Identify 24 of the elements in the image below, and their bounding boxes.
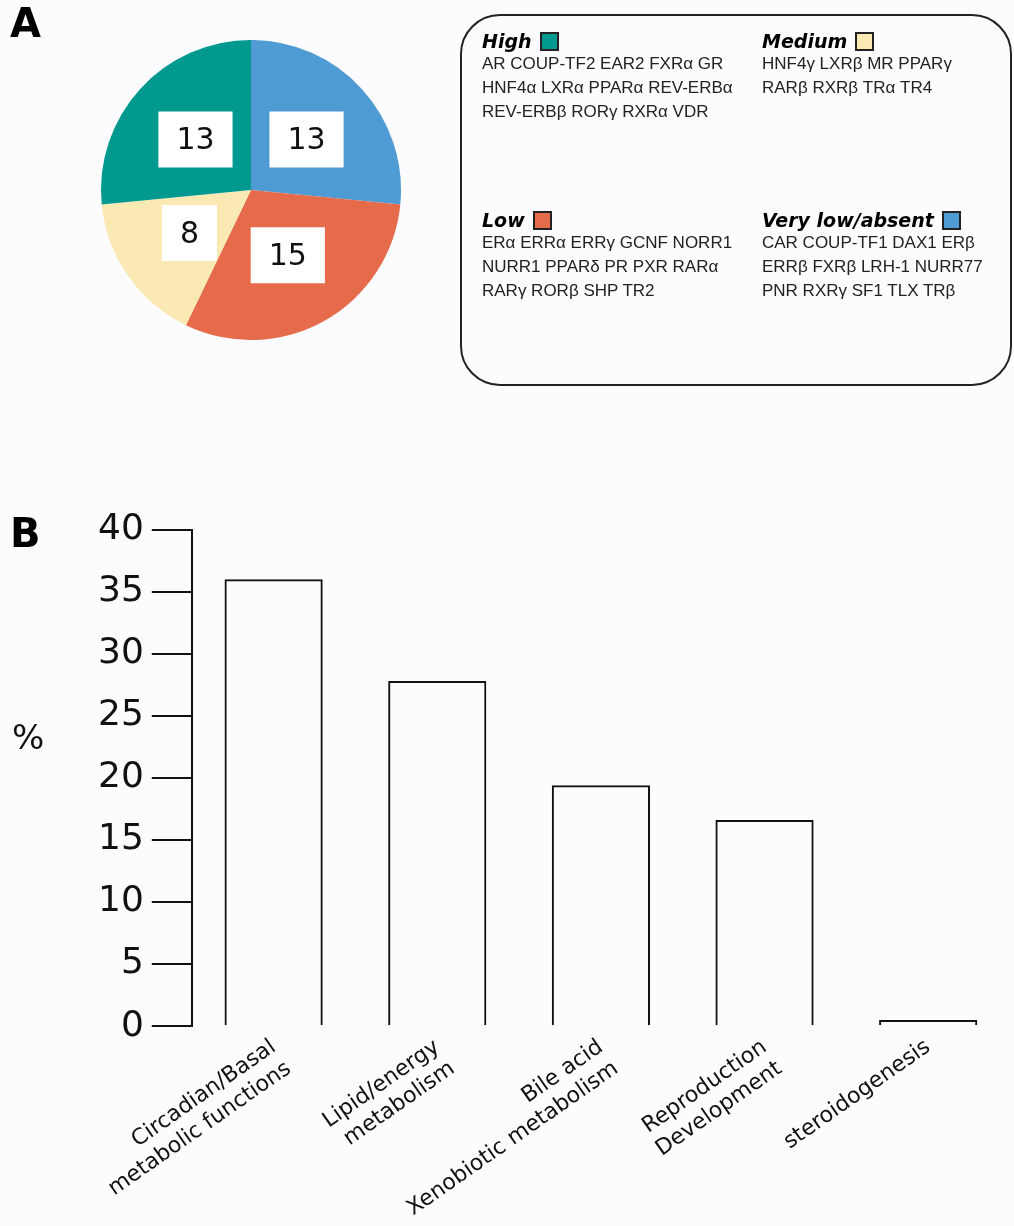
y-tick-label: 5: [120, 940, 144, 982]
chart-title: B: [10, 510, 41, 556]
data-label: 13: [176, 121, 215, 157]
y-tick-label: 0: [120, 1002, 144, 1044]
chart-title: A: [10, 0, 41, 46]
data-label: 15: [268, 237, 307, 273]
text: ERα ERRα ERRγ GCNF NORR1 NURR1 PPARδ PR PXR RARα RARγ RORβ SHP TR2: [482, 232, 734, 302]
text: CAR COUP-TF1 DAX1 ERβ ERRβ FXRβ LRH-1 NURR77 PNR RXRγ SF1 TLX TRβ: [762, 232, 984, 302]
text: HNF4γ LXRβ MR PPARγ RARβ RXRβ TRα TR4: [762, 53, 953, 99]
data-label: 13: [287, 121, 326, 157]
text: AR COUP-TF2 EAR2 FXRα GR HNF4α LXRα PPARα REV-ERBα REV-ERBβ RORγ RXRα VDR: [482, 53, 734, 123]
y-tick-label: 40: [98, 505, 144, 547]
legend-label: High: [482, 30, 532, 52]
y-tick-label: 35: [98, 568, 144, 610]
y-tick-label: 10: [98, 878, 144, 920]
y-tick-label: 30: [98, 630, 144, 672]
legend-label: Medium: [762, 30, 848, 52]
legend-label: Very low/absent: [762, 209, 934, 231]
y-tick-label: 25: [98, 692, 144, 734]
y-axis-title: %: [12, 717, 45, 758]
y-tick-label: 20: [98, 754, 144, 796]
data-label: 8: [179, 214, 200, 250]
y-tick-label: 15: [98, 816, 144, 858]
legend-label: Low: [482, 209, 525, 231]
